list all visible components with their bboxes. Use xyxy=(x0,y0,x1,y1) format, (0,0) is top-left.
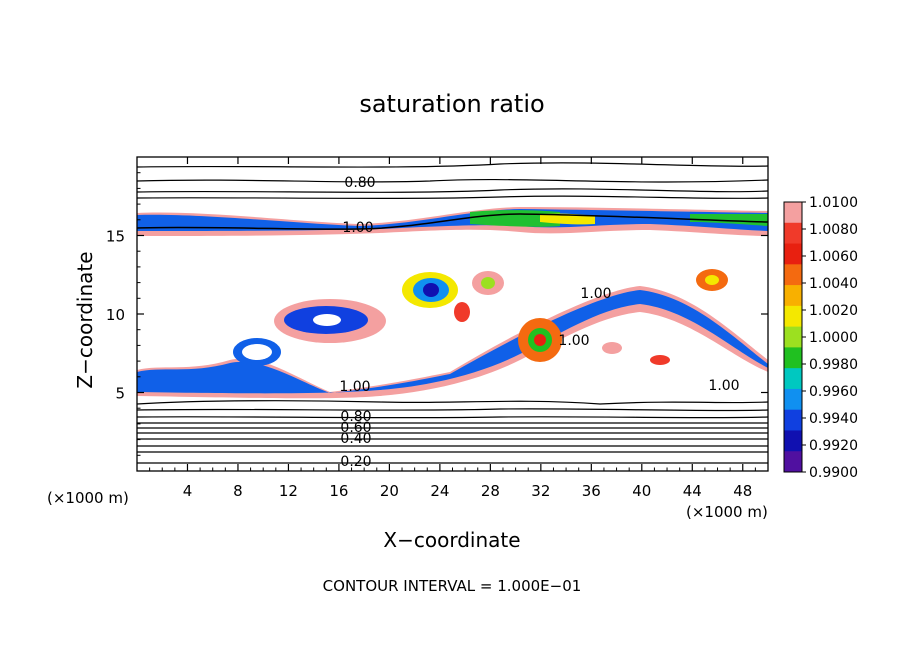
colorbar-swatch xyxy=(784,347,802,369)
contour-line xyxy=(136,178,769,183)
lower-blue xyxy=(137,290,768,394)
chart-title: saturation ratio xyxy=(359,90,544,118)
cell-e-core xyxy=(534,334,546,346)
x-unit-left: (×1000 m) xyxy=(47,489,129,507)
colorbar-label: 0.9900 xyxy=(809,465,858,481)
contour-label: 1.00 xyxy=(339,379,370,395)
y-axis-label: Z−coordinate xyxy=(73,251,97,388)
cell-i xyxy=(650,355,670,365)
y-tick-label: 5 xyxy=(115,385,125,403)
colorbar-label: 0.9920 xyxy=(809,438,858,454)
colorbar-label: 1.0060 xyxy=(809,249,858,265)
x-tick-label: 28 xyxy=(481,482,500,500)
contour-label: 0.40 xyxy=(340,431,371,447)
contour-line xyxy=(136,188,769,193)
cell-g-core xyxy=(242,344,272,360)
colorbar-swatch xyxy=(784,451,802,473)
x-axis-ticks: 4 8 12 16 20 24 28 32 36 40 44 48 xyxy=(149,157,756,500)
colorbar-label: 1.0020 xyxy=(809,303,858,319)
plot-field: 0.801.001.001.001.00 1.000.800.600.400.20 xyxy=(136,156,769,472)
colorbar-label: 0.9940 xyxy=(809,411,858,427)
colorbar-swatch xyxy=(784,326,802,348)
colorbar-label: 1.0080 xyxy=(809,222,858,238)
upper-band-yellow xyxy=(540,213,595,225)
colorbar-swatch xyxy=(784,409,802,431)
lower-outer xyxy=(137,286,768,399)
contour-line xyxy=(136,408,769,412)
colorbar-label: 0.9980 xyxy=(809,357,858,373)
x-tick-label: 44 xyxy=(683,482,702,500)
y-tick-label: 15 xyxy=(106,228,125,246)
cell-c-inner xyxy=(481,277,495,289)
x-axis-label: X−coordinate xyxy=(383,528,520,552)
contour-label: 1.00 xyxy=(342,220,373,236)
contour-lines xyxy=(136,162,769,464)
contour-line xyxy=(136,416,769,419)
cell-h xyxy=(602,342,622,354)
contour-line xyxy=(136,162,769,168)
colorbar-swatch xyxy=(784,202,802,224)
contour-label: 0.80 xyxy=(340,409,371,425)
colorbar-label: 1.0040 xyxy=(809,276,858,292)
colorbar-label: 1.0000 xyxy=(809,330,858,346)
colorbar-swatch xyxy=(784,305,802,328)
x-tick-label: 20 xyxy=(380,482,399,500)
colorbar-swatch xyxy=(784,285,802,307)
x-unit-right: (×1000 m) xyxy=(686,503,768,521)
colorbar-swatch xyxy=(784,243,802,265)
y-axis-ticks: 5 10 15 xyxy=(106,172,768,456)
x-tick-label: 36 xyxy=(582,482,601,500)
contour-line xyxy=(136,213,769,230)
x-tick-label: 16 xyxy=(329,482,348,500)
cell-b-core xyxy=(423,283,439,297)
colorbar-label: 0.9960 xyxy=(809,384,858,400)
x-tick-label: 48 xyxy=(733,482,752,500)
colorbar-swatch xyxy=(784,222,802,245)
x-tick-label: 40 xyxy=(632,482,651,500)
contour-label: 1.00 xyxy=(708,378,739,394)
contour-label: 0.20 xyxy=(340,454,371,470)
contour-interval-note: CONTOUR INTERVAL = 1.000E−01 xyxy=(323,577,582,595)
cell-a-core xyxy=(313,314,341,326)
contour-label: 1.00 xyxy=(558,333,589,349)
x-tick-label: 8 xyxy=(233,482,243,500)
colorbar: 1.0100 1.0080 1.0060 1.0040 1.0020 1.0000 0.99… xyxy=(783,195,858,481)
cell-f xyxy=(454,302,470,322)
x-tick-label: 12 xyxy=(279,482,298,500)
colorbar-swatch xyxy=(784,430,802,452)
colorbar-swatch xyxy=(784,264,802,286)
colorbar-swatch xyxy=(784,368,802,390)
y-tick-label: 10 xyxy=(106,306,125,324)
colorbar-label: 1.0100 xyxy=(809,195,858,211)
contour-label-layer: 0.801.001.001.001.00 1.000.800.600.400.20 xyxy=(339,175,739,470)
x-tick-label: 4 xyxy=(183,482,193,500)
cell-d-inner xyxy=(705,275,719,285)
contour-label: 1.00 xyxy=(580,286,611,302)
colorbar-swatch xyxy=(784,388,802,411)
contour-line xyxy=(136,400,769,405)
contour-label: 0.80 xyxy=(344,175,375,191)
x-tick-label: 32 xyxy=(531,482,550,500)
contour-line xyxy=(136,195,769,200)
contour-label: 0.60 xyxy=(340,420,371,436)
x-tick-label: 24 xyxy=(430,482,449,500)
